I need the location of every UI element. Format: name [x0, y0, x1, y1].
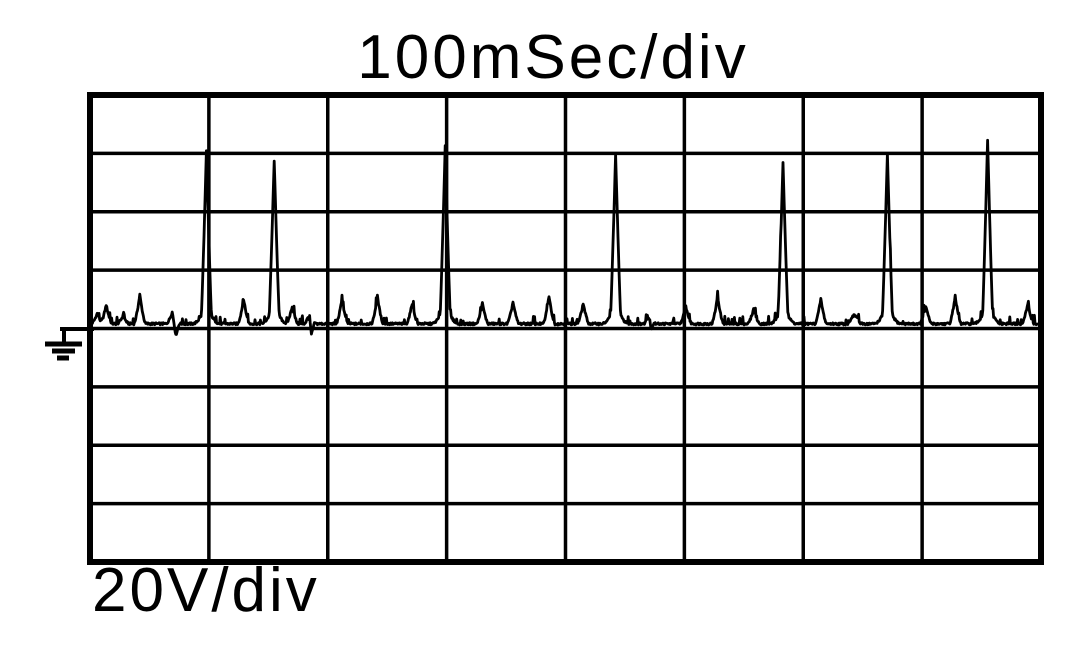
- volts-per-div-label: 20V/div: [92, 556, 320, 625]
- waveform-trace: [88, 138, 1043, 336]
- graticule-grid: [90, 95, 1041, 562]
- earth-ground-icon: [45, 327, 94, 361]
- timebase-label: 100mSec/div: [357, 23, 749, 92]
